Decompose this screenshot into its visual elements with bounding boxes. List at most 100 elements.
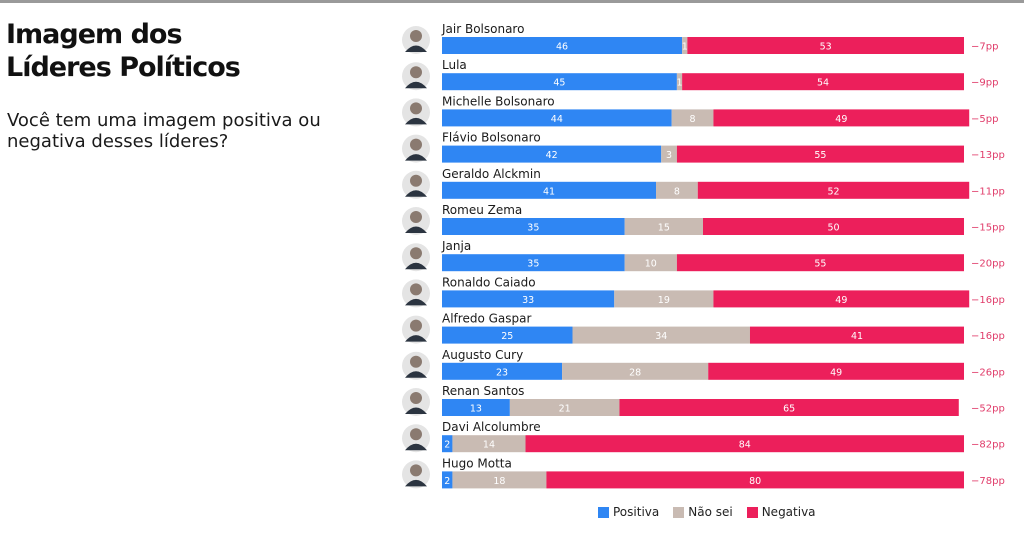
diff-label-jair-bolsonaro: −7pp (971, 42, 998, 53)
diff-label-romeu-zema: −15pp (971, 223, 1005, 234)
value-label-nao-sei-augusto-cury: 28 (629, 367, 641, 378)
legend-label-nao-sei: Não sei (688, 505, 733, 519)
legend-label-negativa: Negativa (761, 505, 816, 519)
avatar-renan-santos (402, 388, 430, 416)
diff-label-michelle-bolsonaro: −5pp (971, 114, 998, 125)
bar-positiva-janja (442, 254, 625, 272)
name-label-jair-bolsonaro: Jair Bolsonaro (441, 22, 524, 36)
value-label-positiva-alfredo-gaspar: 25 (501, 331, 513, 342)
avatar-augusto-cury (402, 351, 430, 380)
value-label-nao-sei-jair-bolsonaro: 1 (682, 42, 688, 53)
chart-row-ronaldo-caiado: Ronaldo Caiado 33 19 49 −16pp (402, 275, 1005, 308)
diff-label-alfredo-gaspar: −16pp (971, 331, 1005, 342)
chart-row-flavio-bolsonaro: Flávio Bolsonaro 42 3 55 −13pp (402, 131, 1005, 163)
bar-nao-sei-davi-alcolumbre (452, 435, 526, 453)
diff-label-ronaldo-caiado: −16pp (971, 295, 1005, 306)
diff-label-flavio-bolsonaro: −13pp (971, 150, 1005, 161)
value-label-negativa-romeu-zema: 50 (827, 223, 839, 234)
chart-row-lula: Lula 45 1 54 −9pp (402, 58, 998, 91)
bar-positiva-jair-bolsonaro (442, 37, 683, 54)
diff-label-davi-alcolumbre: −82pp (971, 440, 1005, 451)
value-label-positiva-jair-bolsonaro: 46 (556, 42, 568, 53)
chart-row-michelle-bolsonaro: Michelle Bolsonaro 44 8 49 −5pp (402, 94, 998, 127)
value-label-positiva-lula: 45 (553, 78, 565, 89)
bar-negativa-davi-alcolumbre (525, 435, 964, 453)
avatar-alfredo-gaspar (402, 315, 430, 344)
name-label-lula: Lula (442, 58, 467, 72)
avatar-davi-alcolumbre (402, 424, 430, 453)
value-label-nao-sei-lula: 1 (676, 78, 682, 89)
name-label-janja: Janja (441, 239, 471, 253)
bar-nao-sei-jair-bolsonaro (682, 37, 688, 54)
value-label-positiva-ronaldo-caiado: 33 (522, 295, 534, 306)
value-label-positiva-geraldo-alckmin: 41 (543, 186, 555, 197)
bar-nao-sei-augusto-cury (562, 362, 709, 380)
name-label-augusto-cury: Augusto Cury (442, 348, 523, 362)
bar-positiva-augusto-cury (442, 362, 563, 380)
value-label-nao-sei-flavio-bolsonaro: 3 (666, 150, 672, 161)
avatar-michelle-bolsonaro (402, 98, 430, 127)
name-label-romeu-zema: Romeu Zema (442, 203, 522, 217)
value-label-negativa-davi-alcolumbre: 84 (739, 440, 751, 451)
value-label-nao-sei-renan-santos: 21 (559, 404, 571, 415)
avatar-hugo-motta (402, 460, 430, 489)
bar-positiva-romeu-zema (442, 218, 625, 235)
bar-negativa-romeu-zema (703, 218, 964, 235)
avatar-geraldo-alckmin (402, 170, 430, 199)
value-label-positiva-hugo-motta: 2 (444, 476, 450, 487)
value-label-negativa-lula: 54 (817, 78, 829, 89)
avatar-romeu-zema (402, 207, 430, 235)
diff-label-lula: −9pp (971, 78, 998, 89)
value-label-negativa-janja: 55 (814, 259, 826, 270)
value-label-nao-sei-davi-alcolumbre: 14 (483, 440, 495, 451)
chart-legend: Positiva Não sei Negativa (598, 503, 830, 521)
bar-positiva-ronaldo-caiado (442, 290, 615, 308)
legend-swatch-positiva (598, 506, 609, 518)
chart-row-hugo-motta: Hugo Motta 2 18 80 −78pp (402, 456, 1005, 489)
bar-negativa-jair-bolsonaro (687, 37, 964, 54)
value-label-positiva-renan-santos: 13 (470, 404, 482, 415)
top-divider (0, 0, 1024, 3)
chart-row-romeu-zema: Romeu Zema 35 15 50 −15pp (402, 203, 1005, 235)
chart-row-davi-alcolumbre: Davi Alcolumbre 2 14 84 −82pp (402, 420, 1005, 453)
bar-nao-sei-renan-santos (509, 399, 620, 416)
bar-nao-sei-flavio-bolsonaro (661, 145, 677, 163)
bar-positiva-michelle-bolsonaro (442, 109, 672, 127)
bar-negativa-alfredo-gaspar (749, 326, 964, 344)
bar-negativa-janja (676, 254, 964, 272)
bar-negativa-hugo-motta (546, 471, 964, 489)
diff-label-renan-santos: −52pp (971, 404, 1005, 415)
value-label-negativa-michelle-bolsonaro: 49 (835, 114, 847, 125)
bar-positiva-lula (442, 73, 677, 91)
bar-positiva-renan-santos (442, 399, 510, 416)
legend-swatch-nao-sei (673, 506, 685, 518)
avatar-flavio-bolsonaro (402, 134, 430, 163)
value-label-positiva-janja: 35 (527, 259, 539, 270)
chart-row-janja: Janja 35 10 55 −20pp (402, 239, 1005, 272)
value-label-positiva-davi-alcolumbre: 2 (444, 440, 450, 451)
bar-positiva-geraldo-alckmin (442, 181, 657, 199)
value-label-negativa-renan-santos: 65 (783, 404, 795, 415)
bar-nao-sei-lula (676, 73, 683, 91)
value-label-negativa-alfredo-gaspar: 41 (851, 331, 863, 342)
value-label-negativa-hugo-motta: 80 (749, 476, 761, 487)
avatar-jair-bolsonaro (402, 26, 430, 54)
diff-label-geraldo-alckmin: −11pp (971, 186, 1005, 197)
value-label-negativa-jair-bolsonaro: 53 (820, 42, 832, 53)
bar-negativa-augusto-cury (708, 362, 964, 380)
name-label-davi-alcolumbre: Davi Alcolumbre (442, 420, 541, 434)
bar-nao-sei-geraldo-alckmin (656, 181, 698, 199)
value-label-nao-sei-janja: 10 (645, 259, 657, 270)
chart-row-renan-santos: Renan Santos 13 21 65 −52pp (402, 384, 1005, 416)
legend-item-positiva: Positiva (598, 505, 659, 519)
bar-negativa-geraldo-alckmin (697, 181, 970, 199)
value-label-negativa-geraldo-alckmin: 52 (827, 186, 839, 197)
bar-nao-sei-romeu-zema (624, 218, 703, 235)
bar-negativa-renan-santos (619, 399, 959, 416)
avatar-janja (402, 243, 430, 272)
legend-item-nao-sei: Não sei (673, 505, 733, 519)
bar-nao-sei-alfredo-gaspar (572, 326, 750, 344)
value-label-nao-sei-geraldo-alckmin: 8 (674, 186, 680, 197)
bar-positiva-davi-alcolumbre (442, 435, 453, 453)
